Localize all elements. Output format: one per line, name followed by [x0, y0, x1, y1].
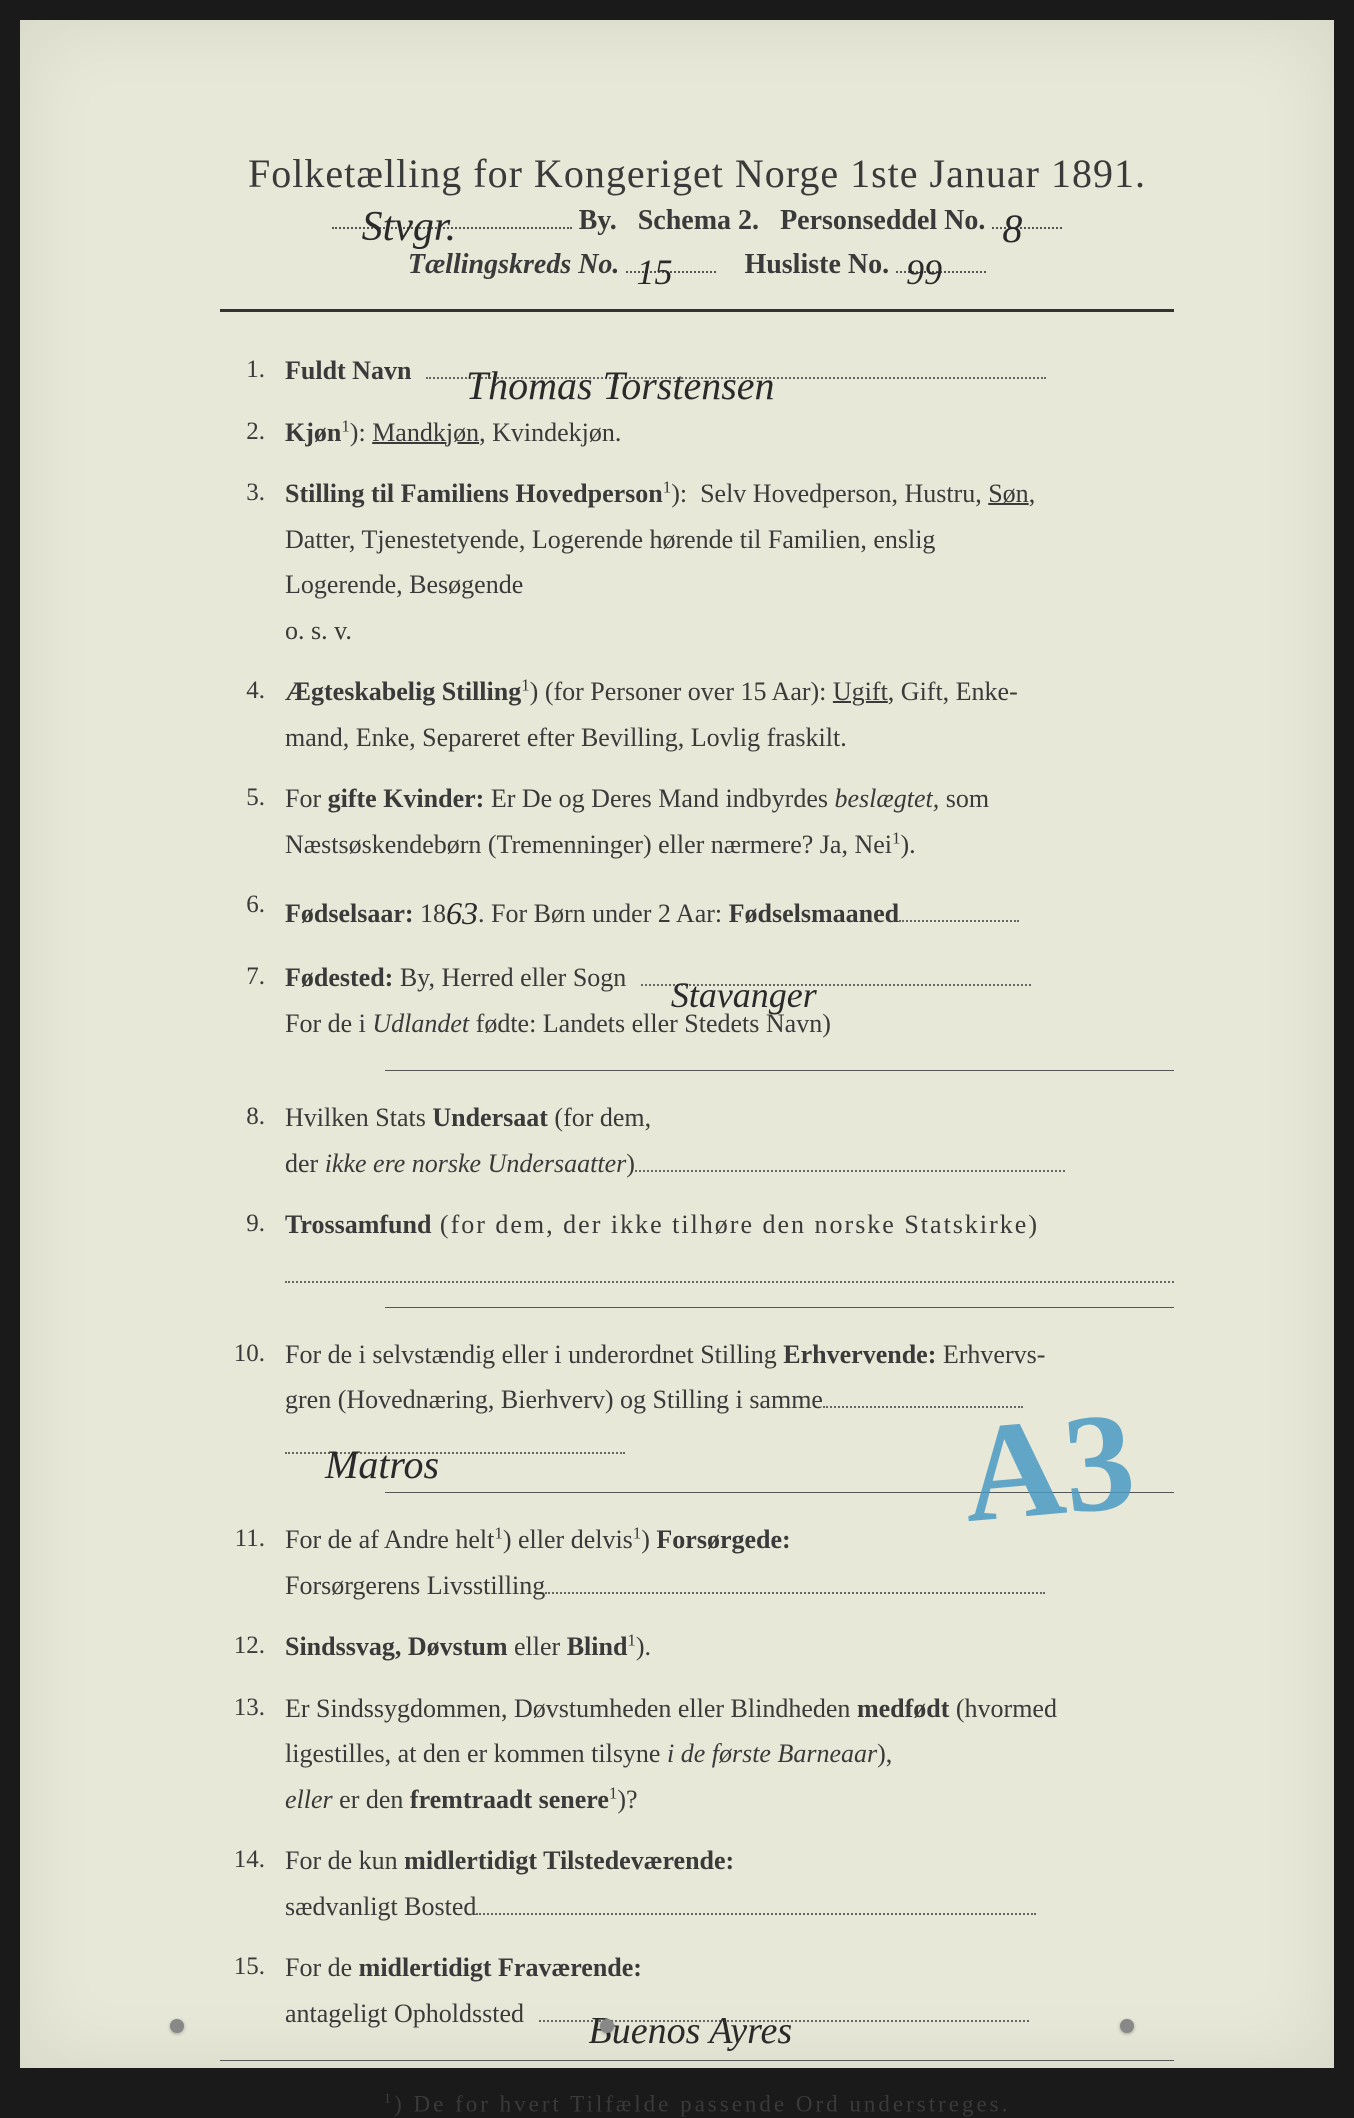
label-sindssvag: Sindssvag, Døvstum [285, 1632, 508, 1661]
divider1 [385, 1070, 1174, 1071]
label-stilling: Stilling til Familiens Hovedperson [285, 479, 663, 508]
kjon-underlined: Mandkjøn [372, 418, 479, 447]
son-underlined: Søn [988, 479, 1028, 508]
item-num: 10. [220, 1332, 285, 1469]
item-num: 2. [220, 410, 285, 456]
husliste-label: Husliste No. [744, 249, 889, 280]
item-12: 12. Sindssvag, Døvstum eller Blind1). [220, 1624, 1174, 1670]
location-handwritten: Buenos Ayres [589, 1998, 793, 2065]
item-num: 9. [220, 1202, 285, 1283]
item-3: 3. Stilling til Familiens Hovedperson1):… [220, 471, 1174, 653]
city-label: By. [579, 205, 617, 236]
item-1: 1. Fuldt Navn Thomas Torstensen [220, 348, 1174, 394]
item-num: 6. [220, 883, 285, 939]
ugift-underlined: Ugift [833, 677, 888, 706]
item-num: 7. [220, 955, 285, 1046]
item-num: 3. [220, 471, 285, 653]
item-num: 4. [220, 669, 285, 760]
header-line2: Stvgr. By. Schema 2. Personseddel No. 8 [220, 205, 1174, 237]
header-title: Folketælling for Kongeriget Norge 1ste J… [220, 150, 1174, 197]
item3-line2: Datter, Tjenestetyende, Logerende hørend… [285, 525, 935, 554]
item-num: 11. [220, 1517, 285, 1608]
person-no-handwritten: 8 [1002, 205, 1022, 252]
punch-hole [600, 2019, 614, 2033]
person-label: Personseddel No. [780, 205, 985, 236]
item3-line3: Logerende, Besøgende [285, 570, 523, 599]
item-10: 10. For de i selvstændig eller i underor… [220, 1332, 1174, 1469]
item-8: 8. Hvilken Stats Undersaat (for dem, der… [220, 1095, 1174, 1186]
item-2: 2. Kjøn1): Mandkjøn, Kvindekjøn. [220, 410, 1174, 456]
label-trossamfund: Trossamfund [285, 1210, 431, 1239]
kreds-no-handwritten: 15 [636, 251, 672, 293]
occupation-handwritten: Matros [325, 1430, 439, 1500]
item-num: 1. [220, 348, 285, 394]
item-7: 7. Fødested: By, Herred eller Sogn Stava… [220, 955, 1174, 1046]
year-handwritten: 63 [446, 895, 478, 931]
item3-line4: o. s. v. [285, 616, 352, 645]
divider-main [220, 309, 1174, 312]
husliste-no-handwritten: 99 [906, 251, 942, 293]
item-num: 12. [220, 1624, 285, 1670]
item-9: 9. Trossamfund (for dem, der ikke tilhør… [220, 1202, 1174, 1283]
label-kjon: Kjøn [285, 418, 341, 447]
divider3 [385, 1492, 1174, 1493]
punch-hole [170, 2019, 184, 2033]
item-13: 13. Er Sindssygdommen, Døvstumheden elle… [220, 1686, 1174, 1823]
label-fodselsaar: Fødselsaar: [285, 899, 414, 928]
footnote: 1) De for hvert Tilfælde passende Ord un… [220, 2091, 1174, 2118]
label-fodested: Fødested: [285, 963, 393, 992]
kreds-label: Tællingskreds No. [408, 249, 620, 280]
place-handwritten: Stavanger [671, 964, 817, 1027]
item-11: 11. For de af Andre helt1) eller delvis1… [220, 1517, 1174, 1608]
item-num: 8. [220, 1095, 285, 1186]
label-fuldt-navn: Fuldt Navn [285, 356, 411, 385]
item-5: 5. For gifte Kvinder: Er De og Deres Man… [220, 776, 1174, 867]
item-14: 14. For de kun midlertidigt Tilstedevære… [220, 1838, 1174, 1929]
item-4: 4. Ægteskabelig Stilling1) (for Personer… [220, 669, 1174, 760]
item-15: 15. For de midlertidigt Fraværende: anta… [220, 1945, 1174, 2036]
punch-hole [1120, 2019, 1134, 2033]
label-aegteskab: Ægteskabelig Stilling [285, 677, 521, 706]
item-num: 14. [220, 1838, 285, 1929]
item-num: 13. [220, 1686, 285, 1823]
header-line3: Tællingskreds No. 15 Husliste No. 99 [220, 249, 1174, 281]
item-num: 15. [220, 1945, 285, 2036]
schema-label: Schema 2. [638, 205, 759, 236]
document-page: Folketælling for Kongeriget Norge 1ste J… [20, 20, 1334, 2068]
divider2 [385, 1307, 1174, 1308]
item4-line2: mand, Enke, Separeret efter Bevilling, L… [285, 723, 847, 752]
item-6: 6. Fødselsaar: 1863. For Børn under 2 Aa… [220, 883, 1174, 939]
item-num: 5. [220, 776, 285, 867]
city-handwritten: Stvgr. [362, 203, 457, 251]
